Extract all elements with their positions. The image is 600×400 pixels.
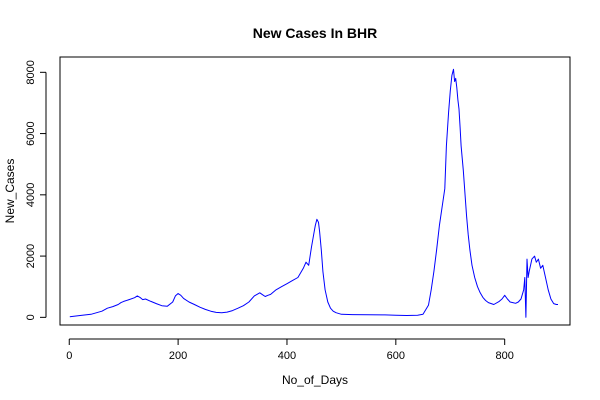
y-axis-label: New_Cases [3,159,17,224]
y-axis: 0 2000 4000 6000 8000 [25,60,47,320]
x-tick-label: 400 [278,350,296,362]
plot-frame [59,56,571,326]
x-tick-label: 600 [387,350,405,362]
x-axis-label: No_of_Days [282,373,348,387]
y-tick-label: 8000 [25,60,37,84]
x-tick-label: 800 [496,350,514,362]
series-line-0 [69,68,558,318]
y-tick-label: 4000 [25,183,37,207]
x-tick-label: 200 [169,350,187,362]
x-tick-label: 0 [66,350,72,362]
y-tick-label: 2000 [25,244,37,268]
y-tick-label: 0 [25,314,37,320]
chart-title: New Cases In BHR [253,25,377,41]
x-axis: 0 200 400 600 800 [66,338,514,362]
series-layer [69,68,558,318]
y-tick-label: 6000 [25,121,37,145]
